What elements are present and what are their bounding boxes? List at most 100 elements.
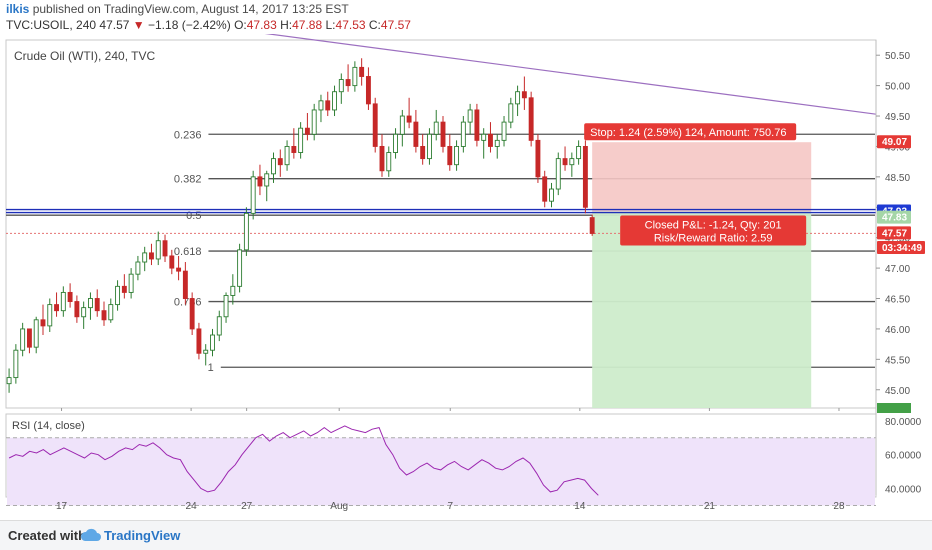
candle-body — [54, 304, 59, 312]
candle-body — [311, 109, 317, 135]
candle-body — [67, 291, 73, 303]
candle-body — [379, 145, 385, 172]
candle-body — [582, 145, 588, 208]
chart-header: ilkis published on TradingView.com, Augu… — [0, 0, 932, 34]
candle-body — [203, 349, 209, 354]
rsi-tick-label: 60.0000 — [885, 451, 922, 462]
candle-body — [508, 103, 514, 123]
candle-body — [155, 240, 161, 260]
candle-body — [555, 158, 561, 190]
candle-body — [304, 127, 310, 135]
candle-body — [60, 291, 66, 312]
candle-body — [230, 285, 236, 296]
price-tick-label: 47.00 — [885, 264, 910, 275]
candle-body — [515, 91, 521, 105]
low-value: 47.53 — [335, 18, 366, 32]
fib-level-label: 0.618 — [174, 246, 202, 258]
publish-line: ilkis published on TradingView.com, Augu… — [6, 2, 349, 16]
candle-body — [345, 79, 351, 87]
time-tick-label: 14 — [574, 501, 586, 512]
candle-body — [182, 270, 188, 299]
trendline — [264, 34, 877, 115]
pnl-label: Closed P&L: -1.24, Qty: 201 — [645, 220, 782, 232]
candle-body — [576, 145, 582, 160]
candle-body — [365, 76, 371, 105]
candle-body — [332, 91, 337, 111]
rsi-title: RSI (14, close) — [12, 420, 85, 432]
candle-body — [325, 100, 331, 111]
price-badge — [877, 210, 911, 224]
candle-body — [406, 115, 412, 123]
published-text: published on TradingView.com, August 14,… — [32, 2, 349, 16]
candle-body — [40, 319, 46, 327]
candle-body — [26, 328, 32, 348]
candle-body — [413, 121, 419, 147]
open-value: 47.83 — [246, 18, 277, 32]
candle-body — [121, 285, 127, 293]
time-tick-label: 28 — [833, 501, 845, 512]
symbol-name[interactable]: TVC:USOIL, 240 — [6, 18, 97, 32]
price-tick-label: 50.50 — [885, 51, 910, 62]
stop-label-box — [584, 123, 797, 141]
candle-body — [135, 261, 141, 275]
candle-body — [196, 328, 202, 354]
low-label: L: — [325, 18, 336, 32]
rsi-tick-label: 80.0000 — [885, 417, 922, 428]
candle-body — [494, 139, 500, 147]
candle-body — [216, 316, 222, 336]
candle-body — [94, 298, 100, 312]
candle-body — [338, 79, 344, 93]
author-link[interactable]: ilkis — [6, 2, 30, 16]
candle-body — [169, 255, 175, 269]
candle-body — [535, 139, 541, 178]
candle-body — [359, 66, 365, 77]
down-arrow-icon: ▼ — [132, 18, 145, 32]
candle-body — [481, 133, 487, 141]
candle-body — [298, 127, 304, 153]
price-badge-text: 03:34:49 — [882, 243, 922, 254]
pnl-label-box — [620, 215, 807, 246]
candle-body — [420, 145, 426, 160]
candle-body — [318, 100, 324, 111]
candle-body — [6, 377, 12, 385]
high-label: H: — [280, 18, 293, 32]
time-tick-label: 7 — [447, 501, 453, 512]
candle-body — [284, 145, 290, 166]
candle-body — [101, 310, 107, 321]
candle-body — [488, 133, 493, 147]
time-tick-label: Aug — [330, 501, 348, 512]
candle-body — [454, 145, 460, 166]
candle-body — [426, 133, 432, 160]
candle-body — [271, 158, 276, 175]
tradingview-cloud-icon[interactable] — [80, 527, 102, 548]
candle-body — [264, 173, 270, 187]
rsi-tick-label: 40.0000 — [885, 485, 922, 496]
candle-body — [372, 103, 378, 147]
rsi-line — [8, 425, 599, 496]
chart-title: Crude Oil (WTI), 240, TVC — [14, 49, 155, 63]
price-change: −1.18 (−2.42%) — [148, 18, 231, 32]
price-badge-text: 47.83 — [882, 213, 907, 224]
candle-body — [562, 158, 568, 166]
rsi-band — [7, 437, 875, 506]
price-badge-text: 47.57 — [882, 228, 907, 239]
candle-body — [47, 304, 53, 327]
candle-body — [210, 334, 215, 351]
candle-body — [149, 252, 154, 260]
candle-body — [440, 121, 446, 147]
risk-reward-label: Risk/Reward Ratio: 2.59 — [654, 233, 773, 245]
candle-body — [13, 349, 19, 379]
price-tick-label: 49.50 — [885, 112, 910, 123]
close-label: C: — [368, 18, 381, 32]
candle-body — [250, 176, 256, 214]
close-value: 47.57 — [380, 18, 411, 32]
time-tick-label: 24 — [186, 501, 198, 512]
tradingview-brand-link[interactable]: TradingView — [104, 528, 181, 543]
candle-body — [291, 145, 297, 153]
last-price: 47.57 — [99, 18, 130, 32]
candle-body — [108, 304, 114, 321]
time-tick-label: 21 — [704, 501, 716, 512]
stop-label: Stop: 1.24 (2.59%) 124, Amount: 750.76 — [590, 127, 786, 139]
price-tick-label: 50.00 — [885, 82, 910, 93]
